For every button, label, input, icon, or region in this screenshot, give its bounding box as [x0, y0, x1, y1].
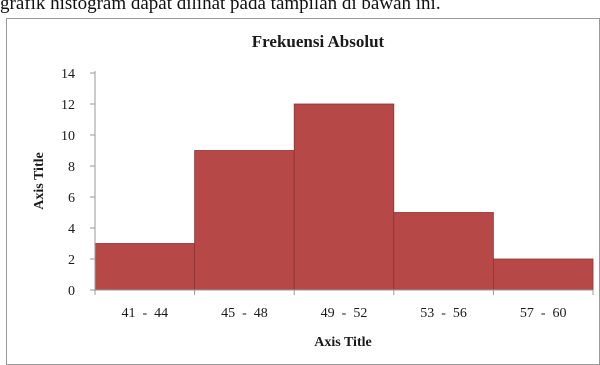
plot-area: 0 2 4 6 8 10 12 14 41 - 44 45 - 48 49 - 52 53 - 56 5… — [61, 67, 594, 321]
y-tick-label: 10 — [61, 129, 75, 144]
y-tick-label: 4 — [68, 222, 75, 237]
x-tick-label: 45 - 48 — [221, 306, 268, 321]
y-tick-label: 6 — [68, 191, 75, 206]
y-tick-label: 0 — [68, 284, 75, 299]
y-tick-label: 2 — [68, 253, 75, 268]
bar-3 — [293, 103, 395, 291]
x-tick-label: 57 - 60 — [520, 306, 567, 321]
y-tick-label: 14 — [61, 67, 75, 82]
bar-4 — [393, 212, 494, 291]
x-tick-label: 53 - 56 — [420, 306, 467, 321]
bar-1 — [94, 243, 195, 291]
y-tick-label: 12 — [61, 98, 75, 113]
caption-text: grafik histogram dapat dilihat pada tamp… — [0, 0, 441, 14]
bar-5 — [492, 258, 594, 291]
y-axis-title: Axis Title — [32, 152, 47, 209]
x-axis-title: Axis Title — [314, 335, 371, 350]
chart-title: Frekuensi Absolut — [252, 32, 385, 51]
y-tick-label: 8 — [68, 160, 75, 175]
x-tick-label: 41 - 44 — [121, 306, 168, 321]
bar-2 — [194, 150, 295, 291]
x-tick-label: 49 - 52 — [321, 306, 368, 321]
